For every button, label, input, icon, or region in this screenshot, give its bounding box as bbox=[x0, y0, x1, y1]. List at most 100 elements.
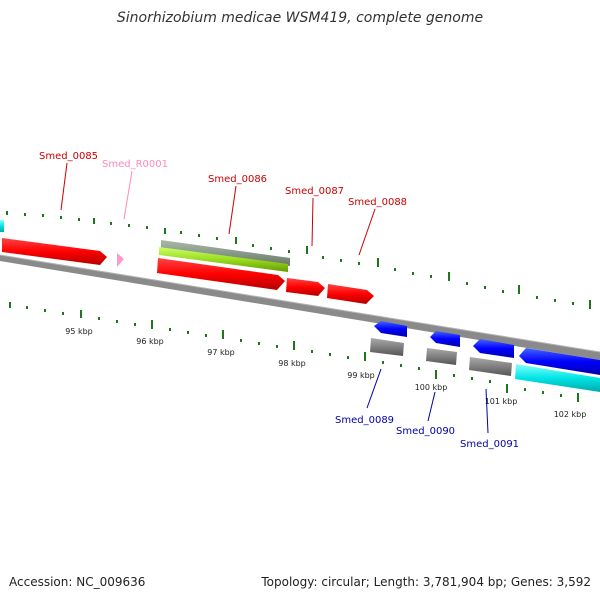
tick-mark-major bbox=[448, 272, 450, 281]
tick-mark-major bbox=[80, 310, 82, 318]
tick-mark bbox=[276, 345, 278, 348]
tick-mark-major bbox=[235, 237, 237, 244]
tick-mark bbox=[484, 286, 486, 289]
tick-mark bbox=[311, 350, 313, 353]
tick-mark-major bbox=[589, 300, 591, 309]
cds-gray-0090[interactable] bbox=[426, 348, 457, 365]
tick-mark bbox=[466, 282, 468, 285]
gene-label-smed-0085[interactable]: Smed_0085 bbox=[39, 151, 98, 162]
tick-mark bbox=[62, 312, 64, 315]
tick-mark bbox=[198, 234, 200, 237]
scale-label: 102 kbp bbox=[554, 410, 587, 419]
leader-smed-0087 bbox=[311, 197, 314, 247]
tick-mark bbox=[134, 323, 136, 326]
tick-mark bbox=[572, 302, 574, 305]
scale-label: 99 kbp bbox=[347, 371, 375, 380]
tick-mark bbox=[169, 328, 171, 331]
tick-mark bbox=[26, 306, 28, 309]
cds-gray-0091[interactable] bbox=[469, 357, 512, 376]
leader-smed-0090 bbox=[427, 391, 436, 422]
tick-mark-major bbox=[435, 370, 437, 379]
cds-gray-0089[interactable] bbox=[370, 338, 404, 356]
gene-label-smed-0086[interactable]: Smed_0086 bbox=[208, 174, 267, 185]
scale-label: 96 kbp bbox=[136, 337, 164, 346]
tick-mark bbox=[536, 296, 538, 299]
scale-label: 97 kbp bbox=[207, 348, 235, 357]
leader-smed-0089 bbox=[366, 368, 382, 409]
tick-mark bbox=[502, 290, 504, 293]
tick-mark bbox=[453, 374, 455, 377]
gene-smed-0089[interactable] bbox=[374, 321, 407, 337]
tick-mark bbox=[270, 247, 272, 250]
scale-label: 98 kbp bbox=[278, 359, 306, 368]
tick-mark bbox=[216, 237, 218, 240]
scale-labels: 95 kbp 96 kbp 97 kbp 98 kbp 99 kbp 100 k… bbox=[65, 327, 586, 419]
tick-mark bbox=[24, 213, 26, 216]
gene-label-smed-0089[interactable]: Smed_0089 bbox=[335, 415, 394, 426]
tick-mark-major bbox=[306, 246, 308, 254]
tick-mark-major bbox=[577, 393, 579, 402]
tick-mark bbox=[430, 275, 432, 278]
tick-mark bbox=[187, 331, 189, 334]
tick-mark bbox=[542, 391, 544, 394]
cds-green[interactable] bbox=[159, 247, 288, 272]
cds-cyan-right[interactable] bbox=[515, 364, 600, 392]
backbone-highlight bbox=[0, 254, 600, 353]
leader-smed-0085 bbox=[60, 162, 68, 211]
tick-mark bbox=[554, 299, 556, 302]
leader-smed-0086 bbox=[228, 185, 237, 235]
cds-cyan-fragment[interactable] bbox=[0, 220, 4, 232]
tick-mark bbox=[288, 250, 290, 253]
tick-mark bbox=[205, 334, 207, 337]
gene-smed-0087[interactable] bbox=[286, 278, 325, 296]
gene-label-smed-0088[interactable]: Smed_0088 bbox=[348, 197, 407, 208]
tick-mark bbox=[471, 377, 473, 380]
genome-backbone bbox=[0, 255, 600, 360]
tick-mark bbox=[116, 320, 118, 323]
gene-smed-0091[interactable] bbox=[473, 339, 514, 358]
tick-mark bbox=[110, 222, 112, 225]
genome-summary: Topology: circular; Length: 3,781,904 bp… bbox=[260, 575, 591, 589]
scale-label: 101 kbp bbox=[485, 397, 518, 406]
forward-strand-features bbox=[2, 238, 374, 304]
tick-mark bbox=[340, 259, 342, 262]
gene-label-smed-0090[interactable]: Smed_0090 bbox=[396, 426, 455, 437]
tick-mark-major bbox=[364, 352, 366, 361]
gene-smed-0088[interactable] bbox=[327, 284, 374, 304]
tick-mark bbox=[418, 367, 420, 370]
tick-mark bbox=[146, 226, 148, 229]
gene-leader-lines bbox=[60, 162, 489, 434]
tick-mark-major bbox=[151, 320, 153, 329]
tick-mark-major bbox=[9, 302, 11, 308]
tick-mark bbox=[42, 214, 44, 217]
gene-smed-r0001[interactable] bbox=[117, 253, 124, 267]
tick-mark bbox=[489, 380, 491, 383]
tick-mark bbox=[524, 388, 526, 391]
gene-label-smed-0091[interactable]: Smed_0091 bbox=[460, 439, 519, 450]
gene-smed-0090[interactable] bbox=[430, 331, 460, 347]
scale-label: 95 kbp bbox=[65, 327, 93, 336]
gene-label-smed-0087[interactable]: Smed_0087 bbox=[285, 186, 344, 197]
tick-mark-major bbox=[222, 330, 224, 339]
gene-blue-right[interactable] bbox=[519, 348, 600, 375]
leader-smed-0088 bbox=[358, 208, 376, 256]
gene-smed-0086[interactable] bbox=[157, 258, 285, 290]
gene-smed-0085[interactable] bbox=[2, 238, 107, 265]
tick-mark bbox=[6, 211, 8, 215]
tick-mark bbox=[329, 353, 331, 356]
tick-mark bbox=[240, 339, 242, 342]
cds-graygreen[interactable] bbox=[161, 240, 290, 266]
tick-mark-major bbox=[377, 258, 379, 267]
reverse-strand-features bbox=[370, 321, 600, 392]
tick-mark bbox=[252, 244, 254, 247]
lower-tick-track bbox=[9, 302, 579, 402]
tick-mark bbox=[412, 272, 414, 275]
tick-mark-major bbox=[164, 228, 166, 234]
tick-mark bbox=[98, 317, 100, 320]
tick-mark-major bbox=[293, 341, 295, 350]
tick-mark bbox=[128, 224, 130, 227]
tick-mark bbox=[358, 262, 360, 265]
gene-label-smed-r0001[interactable]: Smed_R0001 bbox=[102, 159, 168, 170]
